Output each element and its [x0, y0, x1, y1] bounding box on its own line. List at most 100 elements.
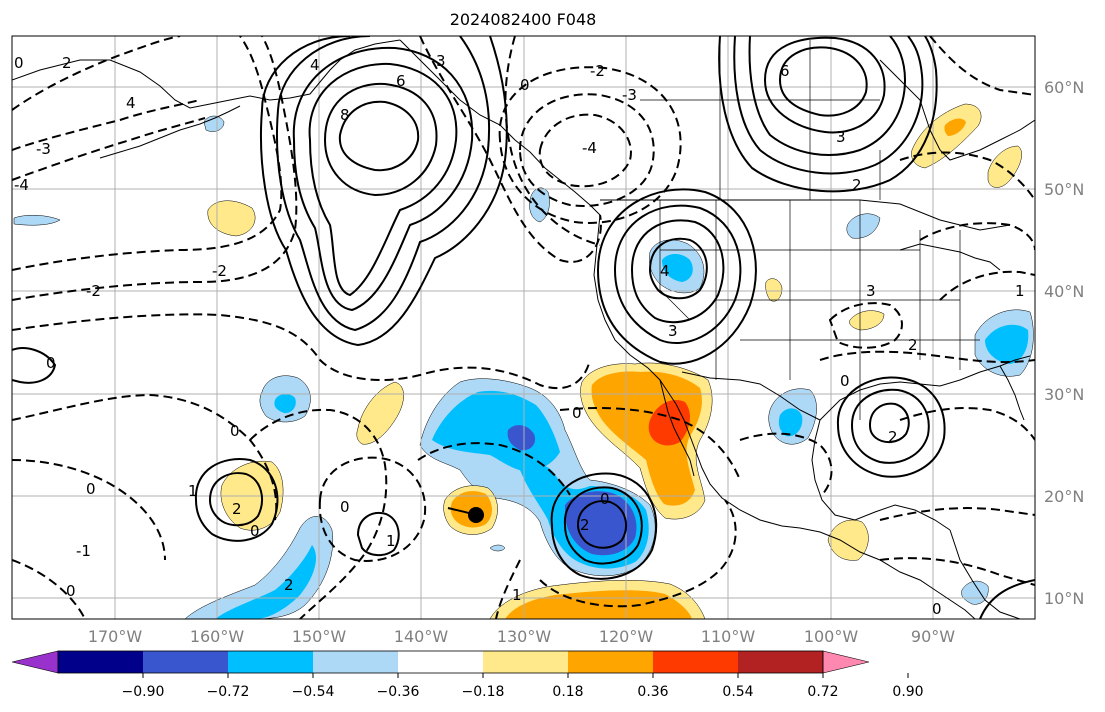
anomaly-fill-layer [13, 103, 1034, 619]
contour-label: 3 [668, 322, 678, 340]
contour-label-layer: 0 2 4 -3 -4 8 6 3 -2 0 -3 -4 6 3 2 4 -2 … [14, 52, 1025, 618]
colorbar-swatch [483, 651, 569, 673]
lon-label: 130°W [497, 627, 552, 646]
contour-label: 0 [840, 372, 850, 390]
lon-label: 110°W [701, 627, 756, 646]
contour-positive [748, 36, 907, 156]
contour-negative-dashed [819, 350, 1035, 364]
us-west-coast [593, 214, 976, 619]
contour-label: 0 [520, 76, 530, 94]
neg-anomaly-texas-core [778, 408, 803, 437]
contour-label: 2 [908, 336, 918, 354]
alaska-coast [12, 39, 401, 109]
colorbar-tick-label: −0.90 [122, 684, 165, 700]
contour-label: 6 [396, 72, 406, 90]
contour-negative-dashed [12, 313, 591, 390]
contour-label: 0 [66, 582, 76, 600]
lat-label: 10°N [1044, 589, 1084, 608]
lon-label: 120°W [599, 627, 654, 646]
neg-anomaly-southwest-band-core [215, 545, 316, 619]
contour-negative-dashed [539, 499, 737, 608]
aleutians [99, 105, 241, 159]
great-lakes [899, 243, 1001, 271]
contour-negative-dashed [12, 36, 283, 271]
mexico-gulf-coast [811, 419, 951, 531]
contour-positive [308, 62, 458, 297]
contour-label: 0 [340, 498, 350, 516]
contour-label: -2 [590, 62, 605, 80]
neg-anomaly-small-core [507, 425, 536, 451]
contour-negative-dashed [504, 36, 601, 246]
hudson-bay [879, 59, 1035, 161]
neg-anomaly-core-central-pacific [432, 390, 560, 472]
pos-anomaly-gulf-alaska [207, 200, 256, 237]
central-america-coast [949, 529, 1021, 619]
map-title: 2024082400 F048 [449, 10, 597, 29]
colorbar-swatch [313, 651, 399, 673]
contour-positive [868, 402, 910, 444]
pos-anomaly-hudson-core [944, 118, 966, 136]
colorbar-swatches [11, 650, 870, 674]
contour-positive [778, 46, 868, 117]
contour-negative-dashed [419, 36, 602, 263]
neg-anomaly-small-south [489, 544, 506, 552]
colorbar-extend-min [11, 650, 59, 674]
contour-negative-dashed [879, 557, 1035, 586]
contour-label: 8 [340, 106, 350, 124]
contour-label: -3 [36, 140, 51, 158]
contour-lines [12, 36, 1035, 619]
contour-positive [763, 36, 886, 134]
contour-label: 0 [572, 404, 582, 422]
contour-positive [323, 82, 438, 197]
state-line-1 [659, 200, 691, 321]
contour-positive [733, 36, 924, 175]
contour-label: 0 [14, 54, 24, 72]
contour-label: 3 [866, 282, 876, 300]
neg-anomaly-great-basin-core [662, 254, 693, 282]
longitude-axis: 170°W 160°W 150°W 140°W 130°W 120°W 110°… [88, 627, 955, 646]
contour-label: 4 [660, 262, 670, 280]
lon-label: 150°W [292, 627, 347, 646]
colorbar: −0.90 −0.72 −0.54 −0.36 −0.18 0.18 0.36 0.54 0.7… [11, 650, 924, 700]
lat-label: 60°N [1044, 78, 1084, 97]
colorbar-tick-label: −0.54 [292, 684, 335, 700]
contour-negative-dashed [12, 559, 86, 619]
contour-positive [356, 512, 400, 556]
neg-anomaly-far-west [13, 215, 61, 226]
contour-label: 2 [888, 428, 898, 446]
colorbar-swatch [398, 651, 484, 673]
contour-label: 1 [512, 586, 522, 604]
contour-label: -2 [86, 282, 101, 300]
contour-negative [648, 237, 708, 300]
lon-label: 100°W [804, 627, 859, 646]
colorbar-tick-label: 0.72 [807, 684, 838, 700]
contour-label: 2 [62, 54, 72, 72]
contour-label: 3 [836, 128, 846, 146]
colorbar-border [57, 650, 824, 674]
contour-negative-dashed [318, 456, 427, 562]
contour-label: 0 [46, 354, 56, 372]
neg-anomaly-plains [846, 213, 881, 239]
neg-anomaly-mid-pacific-core [274, 394, 296, 414]
lat-label: 30°N [1044, 385, 1084, 404]
contour-positive [194, 458, 279, 542]
colorbar-tick-label: 0.54 [722, 684, 753, 700]
lon-label: 170°W [88, 627, 143, 646]
colorbar-swatch [228, 651, 314, 673]
lon-label: 160°W [190, 627, 245, 646]
contour-negative-dashed [828, 302, 903, 349]
contour-label: 3 [436, 52, 446, 70]
contour-negative-dashed [538, 113, 632, 188]
contour-positive [12, 347, 57, 384]
contour-positive [836, 376, 946, 478]
lon-label: 90°W [911, 627, 955, 646]
contour-positive [613, 204, 742, 345]
colorbar-ticks: −0.90 −0.72 −0.54 −0.36 −0.18 0.18 0.36 0.54 0.7… [122, 673, 924, 700]
contour-label: 6 [780, 62, 790, 80]
us-mexico-border [681, 371, 821, 421]
contour-positive [550, 472, 658, 580]
colorbar-tick-label: 0.90 [892, 684, 923, 700]
lat-label: 50°N [1044, 180, 1084, 199]
contour-label: 1 [1015, 282, 1025, 300]
